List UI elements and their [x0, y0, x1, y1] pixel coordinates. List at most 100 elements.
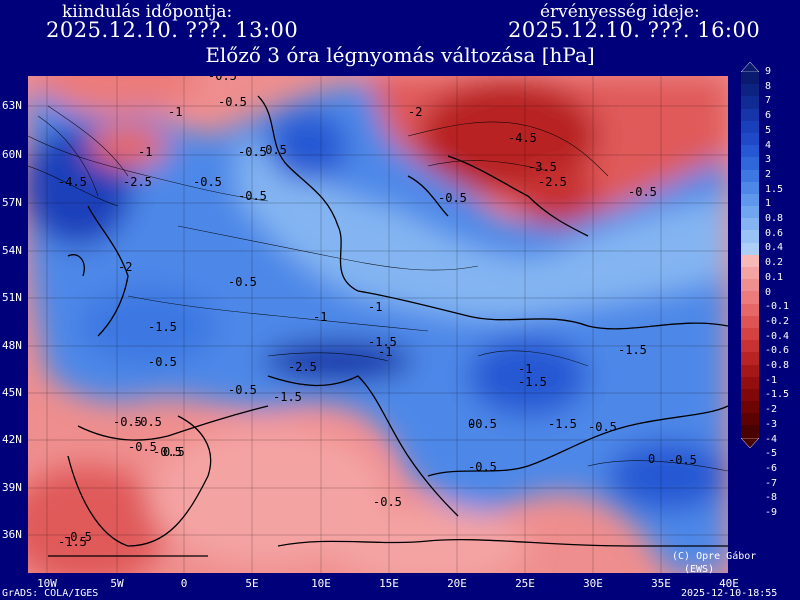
contour-label: -2.5 — [288, 360, 317, 374]
scale-cell — [741, 242, 759, 255]
contour-label: -0.5 — [113, 415, 142, 429]
scale-cell — [741, 291, 759, 304]
scale-up-arrow-icon — [741, 62, 759, 72]
scale-cell — [741, 108, 759, 121]
contour-label: -1 — [518, 362, 532, 376]
contour-label: -0.5 — [468, 417, 497, 431]
contour-label: -2 — [408, 105, 422, 119]
scale-label: 0.2 — [765, 257, 784, 269]
scale-label: -0.6 — [765, 345, 790, 357]
lon-label: 25E — [515, 577, 535, 590]
scale-label: -0.4 — [765, 330, 790, 342]
scale-label: 9 — [765, 66, 772, 77]
footer-timestamp: 2025-12-10-18:55 — [681, 588, 778, 599]
scale-label: 7 — [765, 95, 772, 107]
scale-cell — [741, 315, 759, 328]
scale-cell — [741, 376, 759, 389]
scale-label: -8 — [765, 492, 778, 504]
contour-label: -2.5 — [538, 175, 567, 189]
contour-label: -0.5 — [228, 383, 257, 397]
scale-label: 4 — [765, 139, 772, 151]
scale-label: -7 — [765, 477, 778, 489]
lat-label: 42N — [2, 433, 22, 446]
contour-label: -0.5 — [238, 189, 267, 203]
scale-label: 8 — [765, 80, 772, 92]
scale-cell — [741, 401, 759, 414]
contour-label: -0.5 — [373, 495, 402, 509]
lat-label: 48N — [2, 339, 22, 352]
scale-label: 3 — [765, 154, 772, 166]
lon-label: 0 — [180, 577, 188, 590]
scale-cell — [741, 340, 759, 353]
scale-cell — [741, 84, 759, 97]
scale-cell — [741, 132, 759, 146]
contour-label: -0.5 — [128, 440, 157, 454]
contour-label: -0.5 — [153, 445, 182, 459]
scale-cell — [741, 425, 759, 438]
scale-label: 6 — [765, 110, 772, 122]
contour-label: -4.5 — [58, 175, 87, 189]
lat-label: 39N — [2, 481, 22, 494]
contour-label: -0.5 — [668, 453, 697, 467]
scale-label: 0.1 — [765, 271, 784, 283]
contour-label: -0.5 — [63, 530, 92, 544]
scale-down-arrow-icon — [741, 437, 759, 448]
contour-label: -2 — [118, 260, 132, 274]
scale-label: 0.8 — [765, 213, 784, 224]
contour-label: -0.5 — [133, 415, 162, 429]
scale-cell — [741, 267, 759, 280]
scale-cell — [741, 254, 759, 267]
scale-label: -4 — [765, 433, 778, 445]
scale-cell — [741, 145, 759, 158]
lat-label: 36N — [2, 528, 22, 541]
contour-label: -0.5 — [468, 460, 497, 474]
scale-label: -5 — [765, 448, 778, 460]
contour-label: -0.5 — [193, 175, 222, 189]
map-title: Előző 3 óra légnyomás változása [hPa] — [205, 43, 595, 67]
scale-label: 2 — [765, 168, 772, 180]
color-scale — [741, 62, 759, 448]
scale-cell — [741, 303, 759, 316]
credit-ews: (EWS) — [684, 564, 715, 575]
contour-label: -0.5 — [218, 95, 247, 109]
lat-label: 45N — [2, 386, 22, 399]
lon-label: 35E — [651, 577, 671, 590]
contour-label: -1.5 — [58, 535, 87, 549]
scale-label: 1 — [765, 198, 772, 210]
lat-label: 54N — [2, 244, 22, 257]
scale-label: 0 — [765, 286, 772, 298]
scale-cell — [741, 206, 759, 219]
scale-cell — [741, 327, 759, 341]
contour-label: -0.5 — [628, 185, 657, 199]
lat-label: 51N — [2, 291, 22, 304]
lat-label: 60N — [2, 148, 22, 161]
valid-time-value: 2025.12.10. ???. 16:00 — [508, 18, 761, 42]
contour-label: -2.5 — [123, 175, 152, 189]
lon-label: 40E — [719, 577, 739, 590]
scale-cell — [741, 388, 759, 402]
valid-time-label: érvényesség ideje: — [540, 2, 700, 22]
lon-label: 5E — [245, 577, 259, 590]
scale-cell — [741, 181, 759, 194]
scale-cell — [741, 279, 759, 292]
contour-label: 0 — [648, 452, 655, 466]
footer-software: GrADS: COLA/IGES — [2, 588, 99, 599]
lon-label: 10W — [37, 577, 57, 590]
contour-label: -1 — [378, 345, 392, 359]
init-time-label: kiindulás időpontja: — [62, 2, 233, 22]
contour-label: -1.5 — [548, 417, 577, 431]
lon-label: 15E — [379, 577, 399, 590]
scale-label: -0.8 — [765, 360, 790, 371]
credit-text: (C) Opre Gábor — [672, 551, 757, 562]
scale-label: -3 — [765, 418, 778, 430]
contour-label: -0.5 — [208, 76, 237, 83]
scale-label: -9 — [765, 507, 778, 518]
scale-cell — [741, 230, 759, 243]
contour-label: -0.5 — [228, 275, 257, 289]
contour-label: -0.5 — [148, 355, 177, 369]
contour-label: -3.5 — [528, 160, 557, 174]
scale-label: 0.4 — [765, 242, 784, 254]
scale-cell — [741, 218, 759, 231]
contour-label: -1.5 — [518, 375, 547, 389]
contour-label: -0.5 — [588, 420, 617, 434]
